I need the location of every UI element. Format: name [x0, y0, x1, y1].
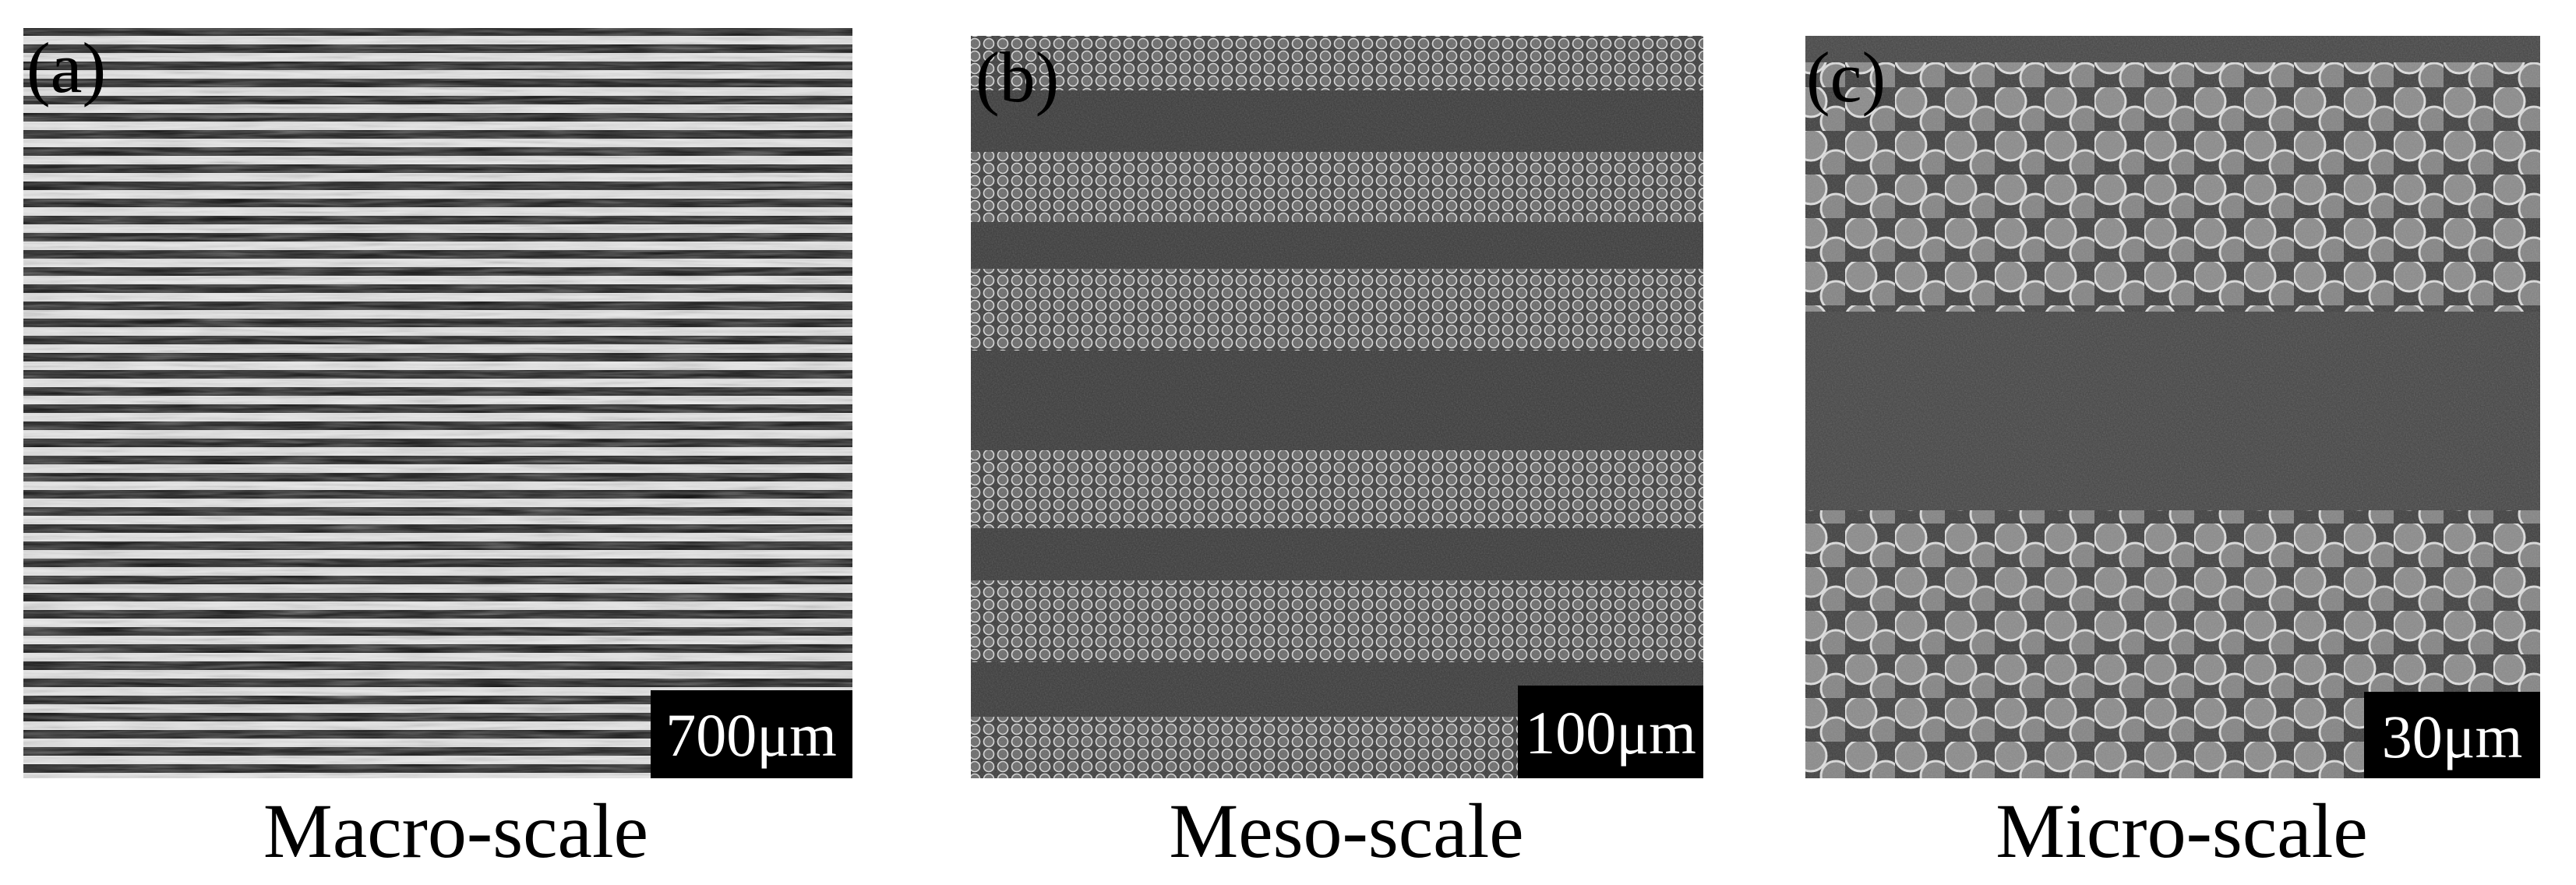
panel-c: 30μm (c) Micro-scale [1805, 36, 2540, 874]
panel-label: (a) [26, 28, 106, 108]
caption: Meso-scale [1169, 788, 1523, 874]
scale-bar [2364, 692, 2540, 778]
scale-bar-text: 100μm [1525, 699, 1696, 767]
scale-bar-text: 30μm [2382, 703, 2523, 770]
texture [23, 28, 852, 778]
texture [971, 36, 1703, 778]
caption: Macro-scale [263, 788, 648, 874]
scale-bar [651, 690, 852, 778]
scale-bar-text: 700μm [665, 701, 837, 769]
panel-label: (b) [976, 37, 1059, 117]
panel-label: (c) [1806, 37, 1886, 117]
caption: Micro-scale [1996, 788, 2368, 874]
texture [1805, 36, 2540, 778]
panel-a: 700μm (a) Macro-scale [23, 28, 852, 874]
panel-b: 100μm (b) Meso-scale [971, 36, 1703, 874]
scale-bar [1518, 686, 1703, 778]
